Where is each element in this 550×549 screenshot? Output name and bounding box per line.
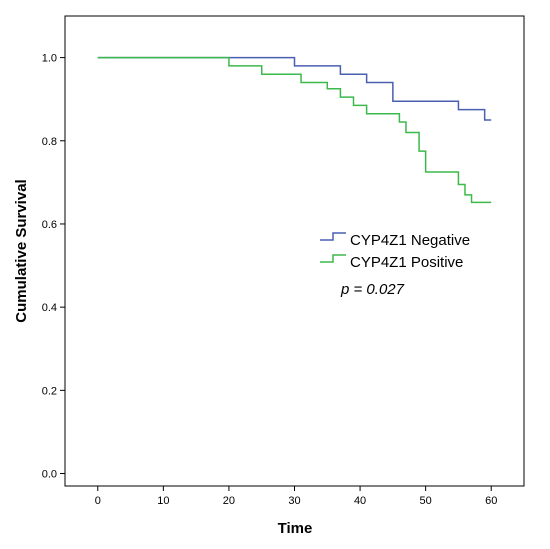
x-axis-title: Time [278, 520, 313, 537]
x-tick-label: 20 [223, 495, 235, 507]
p-value-annotation: p = 0.027 [340, 281, 405, 298]
plot-frame [64, 15, 525, 487]
positive-survival-line [97, 56, 492, 204]
y-axis-title: Cumulative Survival [13, 179, 30, 322]
y-tick-label: 0.6 [42, 219, 57, 231]
y-tick-label: 0.0 [42, 469, 57, 481]
legend: CYP4Z1 Negative CYP4Z1 Positive [320, 232, 470, 271]
legend-negative-label: CYP4Z1 Negative [350, 232, 470, 249]
axes: 0 10 20 30 40 50 60 0.0 0.2 0.4 0.6 0.8 1.0 [42, 53, 498, 507]
legend-positive-label: CYP4Z1 Positive [350, 254, 463, 271]
y-tick-label: 1.0 [42, 53, 57, 65]
x-tick-label: 30 [288, 495, 300, 507]
x-tick-label: 40 [354, 495, 366, 507]
y-tick-label: 0.2 [42, 385, 57, 397]
y-tick-label: 0.4 [42, 302, 57, 314]
series-layer [97, 56, 492, 204]
y-tick-label: 0.8 [42, 136, 57, 148]
x-tick-label: 60 [485, 495, 497, 507]
x-tick-label: 0 [95, 495, 101, 507]
negative-survival-line [97, 56, 492, 121]
x-tick-label: 50 [420, 495, 432, 507]
legend-positive-swatch [320, 254, 346, 263]
x-tick-label: 10 [157, 495, 169, 507]
legend-negative-swatch [320, 232, 346, 241]
